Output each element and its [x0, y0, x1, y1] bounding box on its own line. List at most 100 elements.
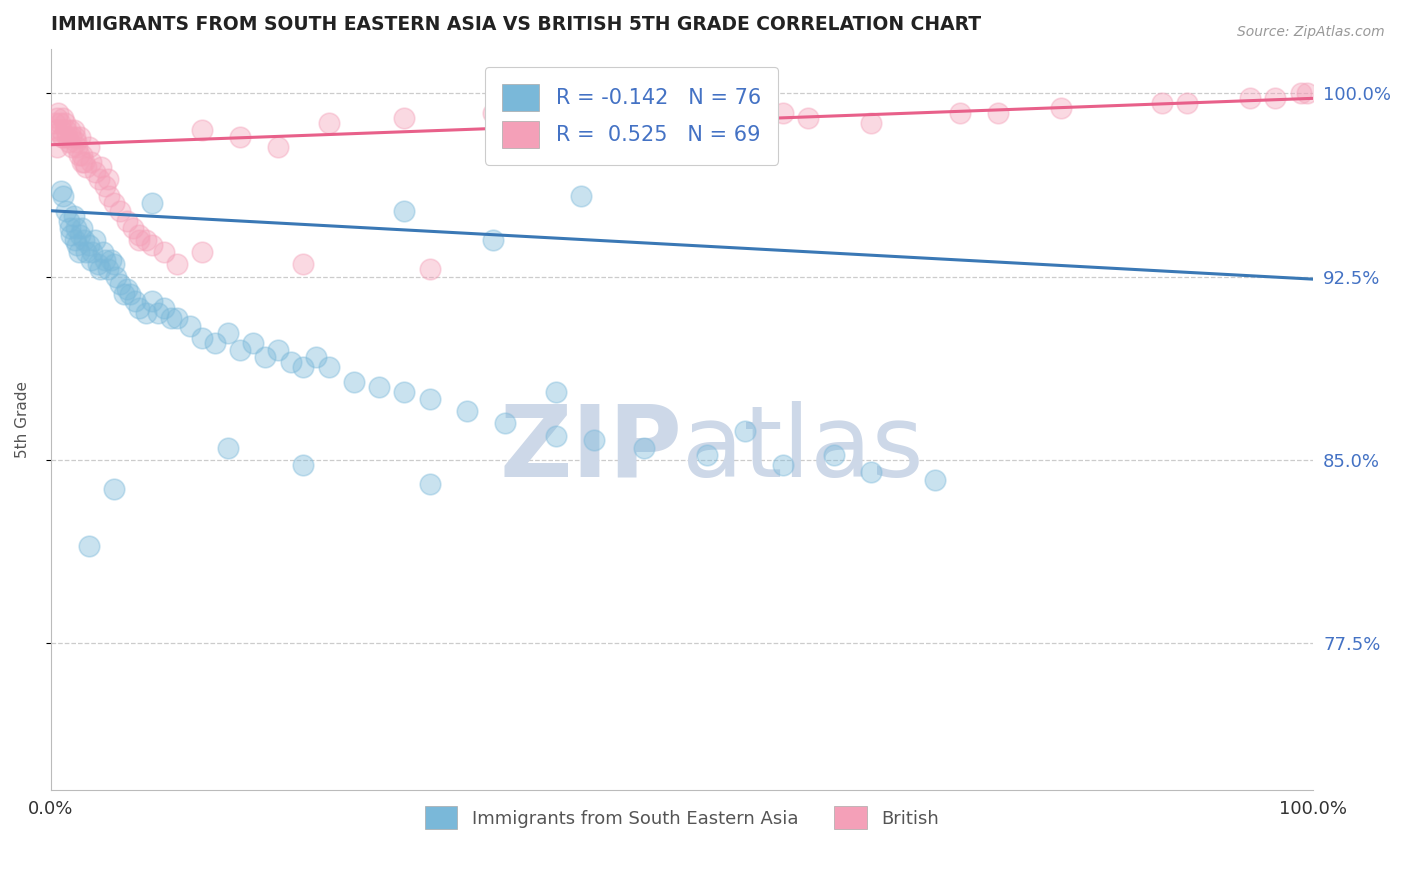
Point [1175, 96, 1198, 111]
Point [772, 458, 794, 472]
Point [797, 111, 820, 125]
Point [191, 331, 214, 345]
Point [67, 245, 90, 260]
Point [120, 286, 142, 301]
Point [267, 343, 290, 357]
Point [318, 360, 340, 375]
Point [1150, 96, 1173, 111]
Point [267, 140, 290, 154]
Point [254, 351, 277, 365]
Point [48, 106, 70, 120]
Point [159, 311, 181, 326]
Point [69, 130, 91, 145]
Point [179, 318, 201, 333]
Point [66, 238, 89, 252]
Point [46, 140, 69, 154]
Text: IMMIGRANTS FROM SOUTH EASTERN ASIA VS BRITISH 5TH GRADE CORRELATION CHART: IMMIGRANTS FROM SOUTH EASTERN ASIA VS BR… [51, 15, 981, 34]
Point [44, 116, 66, 130]
Point [481, 106, 503, 120]
Point [75, 160, 97, 174]
Point [1264, 91, 1286, 105]
Point [292, 258, 315, 272]
Point [63, 130, 86, 145]
Point [77, 140, 100, 154]
Point [1239, 91, 1261, 105]
Point [60, 130, 83, 145]
Point [97, 189, 120, 203]
Point [128, 301, 150, 316]
Point [90, 160, 112, 174]
Point [63, 233, 86, 247]
Point [94, 179, 117, 194]
Point [55, 203, 77, 218]
Text: Source: ZipAtlas.com: Source: ZipAtlas.com [1237, 25, 1385, 39]
Point [419, 262, 441, 277]
Point [671, 101, 693, 115]
Point [280, 355, 302, 369]
Point [134, 233, 156, 247]
Point [607, 116, 630, 130]
Point [141, 294, 163, 309]
Point [823, 448, 845, 462]
Point [103, 258, 125, 272]
Point [77, 539, 100, 553]
Point [153, 301, 176, 316]
Point [103, 196, 125, 211]
Point [52, 111, 75, 125]
Point [481, 233, 503, 247]
Point [124, 294, 146, 309]
Point [544, 428, 567, 442]
Point [456, 404, 478, 418]
Point [112, 286, 135, 301]
Point [72, 233, 94, 247]
Point [51, 130, 73, 145]
Point [72, 154, 94, 169]
Point [72, 154, 94, 169]
Point [860, 465, 883, 479]
Point [56, 130, 79, 145]
Point [58, 213, 80, 227]
Point [49, 123, 72, 137]
Point [146, 306, 169, 320]
Point [141, 238, 163, 252]
Point [84, 164, 107, 178]
Point [318, 116, 340, 130]
Point [115, 213, 138, 227]
Text: atlas: atlas [682, 401, 924, 498]
Point [45, 123, 67, 137]
Point [305, 351, 328, 365]
Point [75, 245, 97, 260]
Point [62, 209, 84, 223]
Point [59, 220, 82, 235]
Point [80, 252, 103, 267]
Point [204, 335, 226, 350]
Point [924, 473, 946, 487]
Point [141, 196, 163, 211]
Point [394, 111, 416, 125]
Point [494, 417, 516, 431]
Point [89, 262, 111, 277]
Point [60, 228, 83, 243]
Point [544, 384, 567, 399]
Point [94, 252, 117, 267]
Point [52, 130, 75, 145]
Point [343, 375, 366, 389]
Legend: Immigrants from South Eastern Asia, British: Immigrants from South Eastern Asia, Brit… [418, 798, 946, 837]
Point [48, 116, 70, 130]
Point [217, 441, 239, 455]
Point [419, 392, 441, 406]
Point [53, 116, 76, 130]
Point [569, 189, 592, 203]
Point [97, 172, 120, 186]
Point [368, 380, 391, 394]
Point [772, 106, 794, 120]
Point [292, 458, 315, 472]
Point [59, 123, 82, 137]
Point [77, 238, 100, 252]
Point [58, 136, 80, 150]
Point [949, 106, 972, 120]
Point [49, 184, 72, 198]
Text: ZIP: ZIP [499, 401, 682, 498]
Point [110, 277, 132, 291]
Point [55, 123, 77, 137]
